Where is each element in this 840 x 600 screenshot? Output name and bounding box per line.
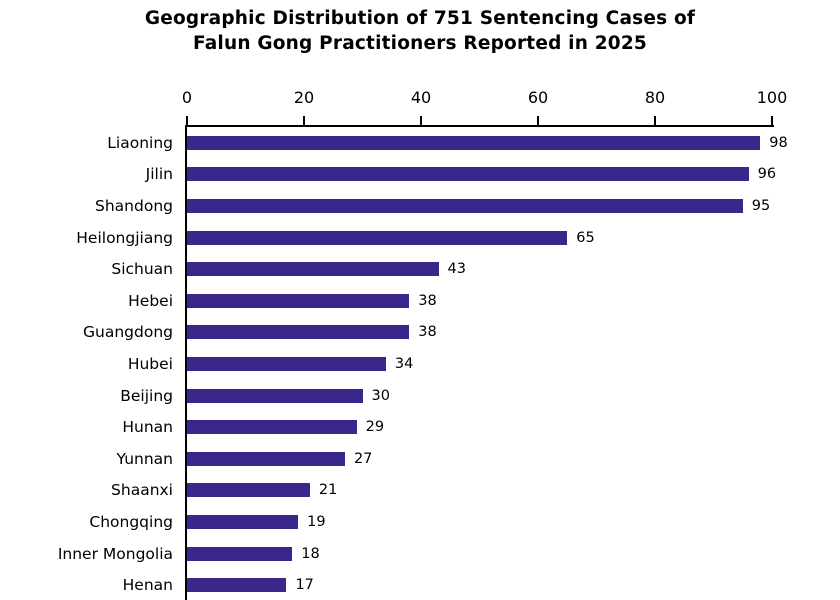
value-label: 18: [301, 545, 320, 562]
bar-area: 29: [187, 419, 772, 435]
value-label: 19: [307, 513, 326, 530]
bar: [187, 198, 743, 213]
x-axis-line: [185, 125, 774, 127]
chart-row: Henan 17: [0, 569, 840, 600]
x-tick-label: 40: [410, 88, 432, 107]
x-tick-mark: [420, 116, 422, 125]
category-label: Yunnan: [116, 449, 173, 468]
chart-row: Yunnan 27: [0, 443, 840, 475]
x-tick-label: 80: [644, 88, 666, 107]
category-label: Heilongjiang: [76, 228, 173, 247]
category-label: Sichuan: [111, 260, 173, 279]
bar: [187, 483, 310, 498]
chart-row: Jilin 96: [0, 159, 840, 191]
value-label: 98: [769, 134, 788, 151]
bar: [187, 262, 439, 277]
bar-area: 27: [187, 451, 772, 467]
x-tick-label: 60: [527, 88, 549, 107]
x-tick-label: 0: [181, 88, 193, 107]
value-label: 34: [394, 355, 414, 372]
category-label: Shaanxi: [111, 481, 173, 500]
bar-area: 19: [187, 514, 772, 530]
bar: [187, 167, 749, 182]
x-axis-labels: 0 20 40 60 80 100: [182, 88, 787, 110]
category-label: Shandong: [95, 196, 173, 215]
chart-row: Sichuan 43: [0, 253, 840, 285]
chart-row: Shandong 95: [0, 190, 840, 222]
category-label: Guangdong: [83, 323, 173, 342]
chart-row: Inner Mongolia 18: [0, 538, 840, 570]
value-label: 30: [371, 387, 390, 404]
x-tick-mark: [654, 116, 656, 125]
bar-area: 95: [187, 198, 772, 214]
category-label: Hubei: [127, 354, 173, 373]
chart-row: Hunan 29: [0, 411, 840, 443]
bar-area: 21: [187, 482, 772, 498]
bar-area: 98: [187, 135, 788, 151]
bar: [187, 356, 386, 371]
bar-area: 17: [187, 577, 772, 593]
category-label: Inner Mongolia: [57, 544, 173, 563]
category-label: Hebei: [128, 291, 173, 310]
bar-area: 34: [187, 356, 772, 372]
category-label: Beijing: [120, 386, 173, 405]
value-label: 17: [295, 577, 314, 594]
x-tick-mark: [771, 116, 773, 125]
chart-row: Guangdong 38: [0, 317, 840, 349]
x-tick-mark: [186, 116, 188, 125]
value-label: 38: [418, 324, 437, 341]
bar: [187, 135, 761, 150]
y-axis-line: [185, 125, 187, 600]
x-tick-mark: [537, 116, 539, 125]
chart-row: Beijing 30: [0, 380, 840, 412]
x-tick-label: 20: [293, 88, 315, 107]
bar-area: 43: [187, 261, 772, 277]
bar-area: 18: [187, 546, 772, 562]
category-label: Hunan: [122, 418, 173, 437]
bar: [187, 388, 363, 403]
bar: [187, 451, 345, 466]
category-label: Henan: [122, 576, 173, 595]
bar: [187, 293, 410, 308]
value-label: 43: [447, 261, 466, 278]
category-label: Chongqing: [89, 512, 173, 531]
x-tick-label: 100: [756, 88, 788, 107]
value-label: 27: [353, 450, 373, 467]
value-label: 29: [365, 419, 385, 436]
value-label: 38: [418, 292, 437, 309]
category-label: Jilin: [145, 165, 173, 184]
bar: [187, 546, 293, 561]
bar: [187, 325, 410, 340]
value-label: 21: [318, 482, 338, 499]
chart-row: Hebei 38: [0, 285, 840, 317]
bar: [187, 420, 357, 435]
chart-row: Chongqing 19: [0, 506, 840, 538]
chart-title: Geographic Distribution of 751 Sentencin…: [0, 6, 840, 56]
chart-row: Hubei 34: [0, 348, 840, 380]
x-axis-ticks: [186, 116, 773, 125]
chart-title-line-2: Falun Gong Practitioners Reported in 202…: [193, 33, 647, 54]
x-tick-mark: [303, 116, 305, 125]
bar-area: 65: [187, 230, 772, 246]
bar-area: 38: [187, 324, 772, 340]
value-label: 65: [576, 229, 595, 246]
chart-rows: Liaoning 98 Jilin 96 Shandong 95 Heilongjiang 6…: [0, 127, 840, 600]
bar-area: 30: [187, 388, 772, 404]
bar: [187, 514, 299, 529]
value-label: 95: [751, 197, 771, 214]
bar-area: 96: [187, 166, 776, 182]
chart-row: Heilongjiang 65: [0, 222, 840, 254]
bar-area: 38: [187, 293, 772, 309]
category-label: Liaoning: [107, 133, 173, 152]
bar: [187, 578, 287, 593]
chart-title-line-1: Geographic Distribution of 751 Sentencin…: [144, 8, 696, 29]
bar: [187, 230, 568, 245]
value-label: 96: [757, 166, 777, 183]
chart-row: Shaanxi 21: [0, 475, 840, 507]
chart-row: Liaoning 98: [0, 127, 840, 159]
